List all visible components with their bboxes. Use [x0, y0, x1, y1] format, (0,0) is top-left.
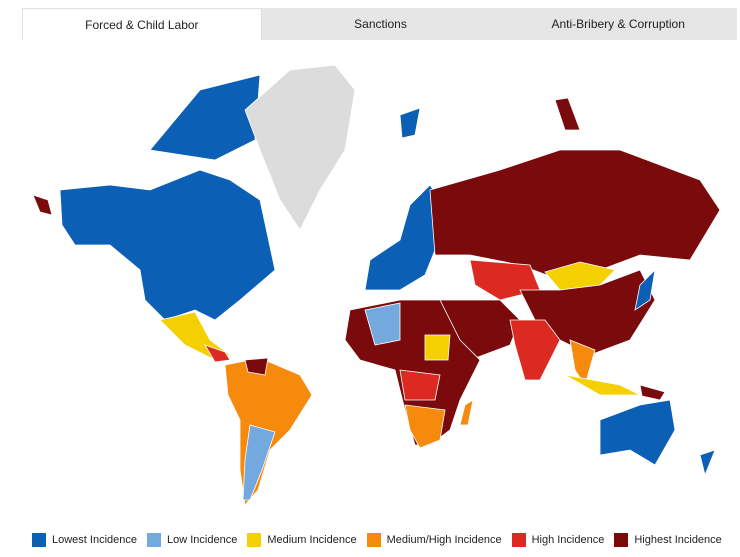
legend-item: High Incidence: [511, 533, 605, 547]
legend-swatch: [366, 533, 381, 547]
region: [242, 424, 276, 501]
tab[interactable]: Anti-Bribery & Corruption: [551, 17, 685, 31]
legend-item: Lowest Incidence: [32, 533, 137, 547]
legend-label: Lowest Incidence: [52, 534, 137, 546]
legend-label: Highest Incidence: [634, 534, 722, 546]
legend-item: Highest Incidence: [614, 533, 722, 547]
region: [424, 334, 451, 361]
region: [244, 357, 269, 376]
region: [399, 369, 441, 401]
region: [639, 384, 666, 401]
legend-item: Medium/High Incidence: [366, 533, 502, 547]
tab[interactable]: Forced & Child Labor: [22, 8, 262, 40]
region: [554, 97, 581, 131]
legend-label: Low Incidence: [167, 534, 238, 546]
legend-swatch: [32, 533, 46, 547]
region: [599, 399, 676, 466]
legend-swatch: [247, 533, 262, 547]
legend: Lowest Incidence Low Incidence Medium Inci…: [32, 533, 722, 547]
region: [634, 268, 656, 311]
legend-swatch: [614, 533, 629, 547]
tab[interactable]: Sanctions: [354, 17, 407, 31]
legend-label: High Incidence: [531, 534, 605, 546]
region: [509, 319, 561, 381]
legend-label: Medium/High Incidence: [386, 534, 502, 546]
world-map: [32, 64, 721, 506]
legend-swatch: [511, 533, 526, 547]
legend-swatch: [147, 533, 161, 547]
region: [564, 374, 641, 396]
region: [32, 194, 53, 216]
legend-label: Medium Incidence: [267, 534, 357, 546]
region: [59, 169, 276, 321]
region: [404, 404, 446, 449]
region: [399, 107, 421, 139]
region: [544, 261, 616, 291]
legend-item: Medium Incidence: [247, 533, 357, 547]
region: [429, 149, 721, 281]
region: [244, 64, 356, 231]
region: [459, 399, 474, 426]
region: [204, 344, 231, 363]
region: [699, 449, 716, 477]
tab-bar: Forced & Child Labor Sanctions Anti-Briber…: [22, 8, 737, 40]
region: [364, 184, 441, 291]
region: [149, 74, 261, 161]
legend-item: Low Incidence: [147, 533, 237, 547]
region: [364, 302, 401, 346]
